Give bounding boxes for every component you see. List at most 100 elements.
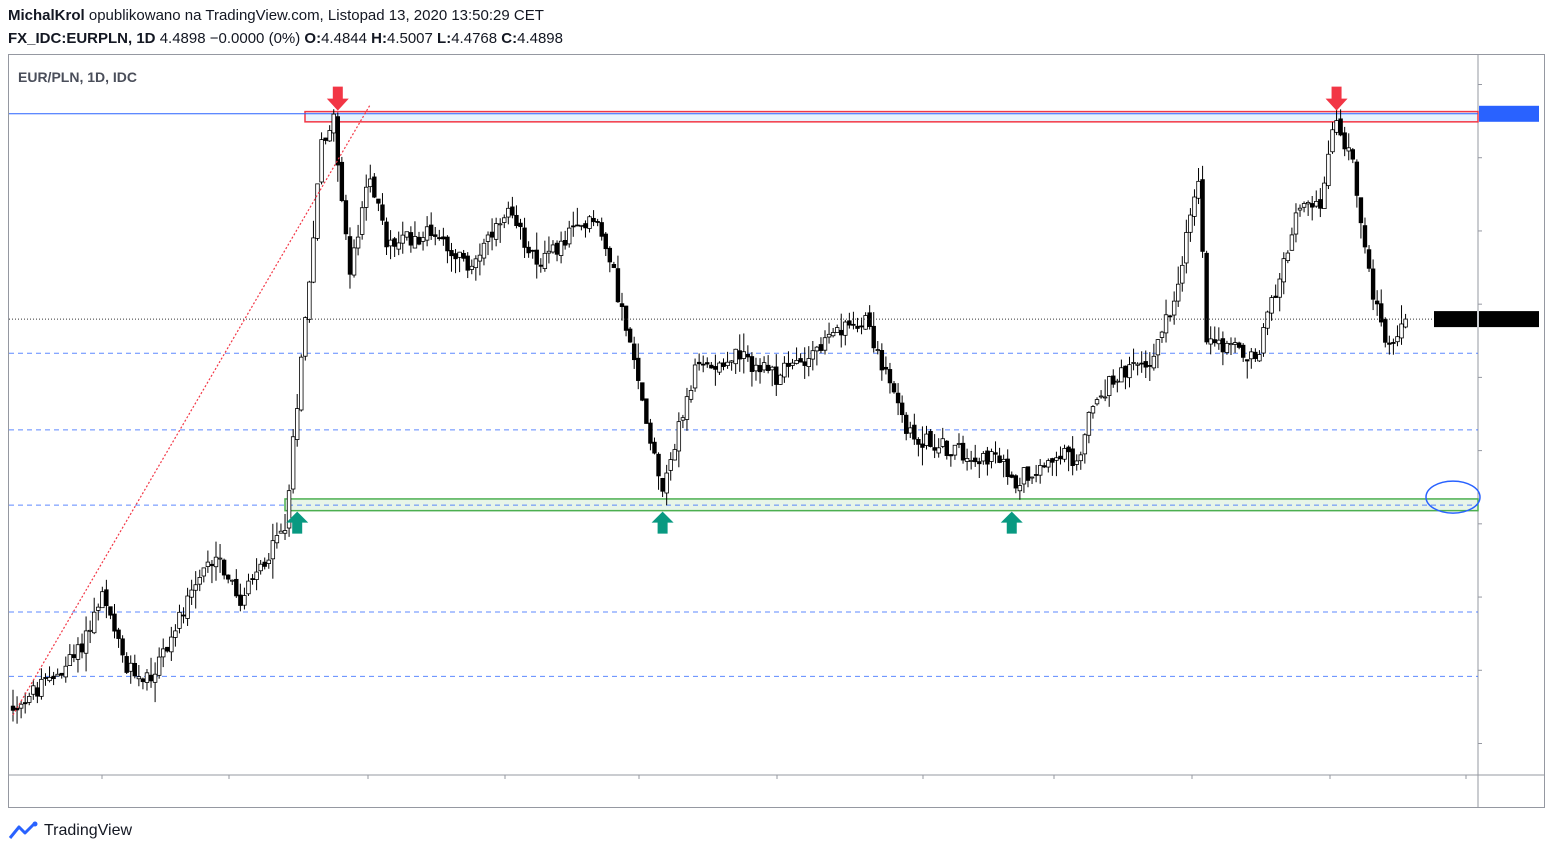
candle[interactable] bbox=[132, 662, 137, 677]
candle[interactable] bbox=[1009, 474, 1014, 478]
candle[interactable] bbox=[705, 362, 710, 365]
candle[interactable] bbox=[1033, 474, 1039, 476]
candle[interactable] bbox=[952, 444, 958, 456]
candle[interactable] bbox=[35, 687, 40, 697]
candle[interactable] bbox=[843, 321, 848, 336]
candle[interactable] bbox=[867, 312, 872, 327]
candle[interactable] bbox=[583, 223, 588, 229]
candle[interactable] bbox=[213, 556, 219, 568]
candle[interactable] bbox=[120, 638, 125, 656]
candle[interactable] bbox=[1240, 344, 1246, 358]
candle[interactable] bbox=[1070, 448, 1075, 467]
candle[interactable] bbox=[384, 221, 389, 248]
candle[interactable] bbox=[1350, 149, 1355, 160]
candle[interactable] bbox=[571, 225, 576, 228]
candle[interactable] bbox=[368, 178, 373, 188]
candle[interactable] bbox=[1346, 147, 1351, 152]
candle[interactable] bbox=[1232, 342, 1238, 345]
candle[interactable] bbox=[611, 264, 617, 268]
candle[interactable] bbox=[591, 217, 596, 223]
candle[interactable] bbox=[920, 443, 925, 448]
candle[interactable] bbox=[104, 589, 109, 606]
candle[interactable] bbox=[1127, 364, 1132, 379]
candle[interactable] bbox=[1289, 234, 1295, 251]
candle[interactable] bbox=[165, 646, 170, 652]
candle[interactable] bbox=[652, 441, 657, 454]
candle[interactable] bbox=[335, 116, 340, 166]
candle[interactable] bbox=[67, 654, 73, 666]
candle[interactable] bbox=[311, 237, 316, 283]
candle[interactable] bbox=[189, 589, 194, 598]
candle[interactable] bbox=[745, 353, 751, 358]
candle[interactable] bbox=[87, 629, 93, 632]
candle[interactable] bbox=[562, 239, 568, 246]
candle[interactable] bbox=[981, 453, 986, 462]
candle[interactable] bbox=[1192, 196, 1197, 217]
candle[interactable] bbox=[948, 454, 954, 457]
candle[interactable] bbox=[798, 358, 803, 363]
candle[interactable] bbox=[343, 200, 349, 235]
candle[interactable] bbox=[1098, 395, 1104, 398]
candle[interactable] bbox=[262, 561, 267, 567]
candle[interactable] bbox=[47, 676, 52, 682]
candle[interactable] bbox=[1180, 264, 1185, 284]
candle[interactable] bbox=[506, 207, 511, 218]
candle[interactable] bbox=[1119, 367, 1124, 383]
candle[interactable] bbox=[1037, 465, 1043, 476]
candle[interactable] bbox=[1236, 342, 1242, 348]
candle[interactable] bbox=[152, 673, 158, 683]
candle[interactable] bbox=[977, 461, 982, 465]
candle[interactable] bbox=[1159, 331, 1165, 338]
candle[interactable] bbox=[400, 234, 405, 244]
candle[interactable] bbox=[1285, 252, 1291, 261]
candle[interactable] bbox=[209, 563, 215, 567]
candle[interactable] bbox=[1066, 446, 1071, 453]
candle[interactable] bbox=[1062, 448, 1067, 460]
candle[interactable] bbox=[587, 216, 592, 229]
candle[interactable] bbox=[721, 362, 726, 367]
candle[interactable] bbox=[290, 436, 296, 490]
candle[interactable] bbox=[579, 224, 584, 227]
candle[interactable] bbox=[1094, 399, 1100, 405]
candle[interactable] bbox=[303, 317, 308, 357]
candle[interactable] bbox=[96, 606, 101, 611]
candle[interactable] bbox=[1176, 283, 1181, 302]
candle[interactable] bbox=[359, 207, 365, 235]
candle[interactable] bbox=[567, 227, 572, 245]
candle[interactable] bbox=[18, 703, 24, 709]
candle[interactable] bbox=[1220, 338, 1226, 353]
candle[interactable] bbox=[648, 422, 653, 444]
candle[interactable] bbox=[1216, 339, 1222, 345]
candle[interactable] bbox=[299, 356, 304, 411]
candle[interactable] bbox=[973, 457, 978, 463]
candle[interactable] bbox=[1257, 354, 1262, 362]
candle[interactable] bbox=[1366, 249, 1372, 269]
candle[interactable] bbox=[1281, 258, 1286, 283]
candle[interactable] bbox=[1102, 396, 1108, 399]
candle[interactable] bbox=[433, 234, 438, 237]
candle[interactable] bbox=[936, 447, 941, 454]
candle[interactable] bbox=[701, 363, 706, 366]
candle[interactable] bbox=[1277, 278, 1282, 298]
candle[interactable] bbox=[960, 442, 966, 461]
candle[interactable] bbox=[904, 414, 909, 434]
candle[interactable] bbox=[1370, 268, 1376, 300]
candle[interactable] bbox=[465, 255, 470, 271]
candle[interactable] bbox=[270, 540, 276, 560]
candle[interactable] bbox=[14, 707, 20, 711]
candle[interactable] bbox=[315, 183, 320, 239]
candle[interactable] bbox=[416, 236, 422, 245]
candle[interactable] bbox=[1245, 359, 1250, 362]
candle[interactable] bbox=[79, 643, 85, 653]
candle[interactable] bbox=[603, 233, 608, 250]
candle[interactable] bbox=[193, 584, 198, 591]
candle[interactable] bbox=[477, 254, 483, 262]
candle[interactable] bbox=[364, 186, 369, 208]
candle[interactable] bbox=[770, 366, 775, 371]
candle[interactable] bbox=[575, 224, 580, 227]
candle[interactable] bbox=[485, 234, 491, 242]
candle[interactable] bbox=[420, 237, 426, 242]
candle[interactable] bbox=[59, 672, 64, 676]
candle[interactable] bbox=[818, 344, 824, 351]
